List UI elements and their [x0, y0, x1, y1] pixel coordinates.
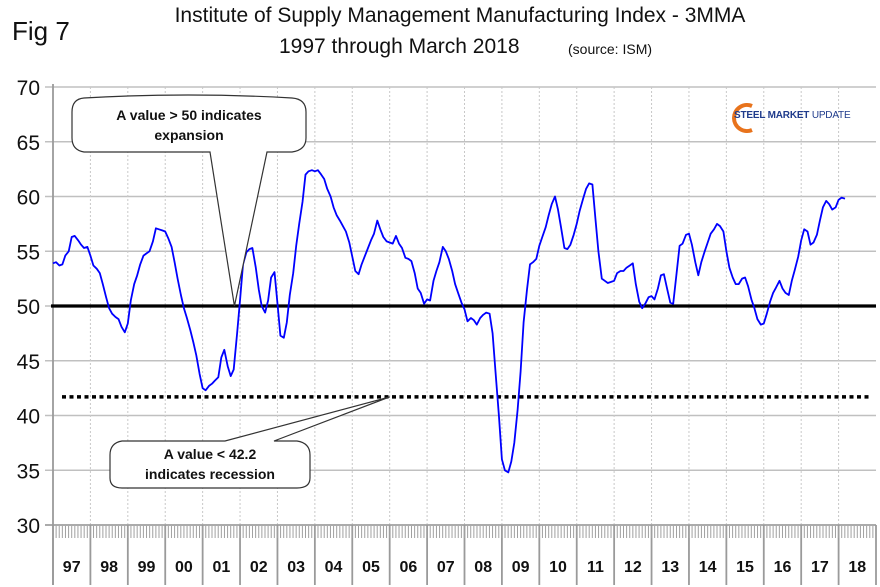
x-tick-label: 02 — [250, 559, 268, 576]
x-tick-label: 99 — [138, 559, 156, 576]
x-tick-label: 00 — [175, 559, 193, 576]
x-tick-label: 11 — [587, 559, 604, 576]
x-tick-label: 04 — [325, 559, 343, 576]
chart-subtitle: 1997 through March 2018 — [279, 35, 520, 58]
figure-label: Fig 7 — [12, 16, 70, 46]
x-tick-label: 13 — [661, 559, 679, 576]
x-tick-label: 10 — [549, 559, 567, 576]
x-tick-label: 01 — [212, 559, 230, 576]
reference-lines — [51, 304, 876, 399]
y-tick-label: 65 — [17, 132, 40, 155]
y-tick-label: 50 — [17, 296, 40, 319]
chart-source: (source: ISM) — [568, 41, 653, 57]
y-tick-label: 60 — [17, 187, 40, 210]
x-tick-label: 18 — [848, 559, 866, 576]
x-tick-label: 97 — [63, 559, 81, 576]
steel-market-update-logo: STEEL MARKET UPDATE — [722, 103, 872, 133]
series-line — [52, 169, 846, 474]
x-tick-label: 09 — [512, 559, 530, 576]
x-tick-label: 98 — [100, 559, 118, 576]
x-tick-label: 16 — [774, 559, 792, 576]
logo-word-update: UPDATE — [811, 110, 851, 121]
recession-callout-line1: A value < 42.2 — [164, 446, 257, 462]
expansion-callout-line2: expansion — [154, 127, 223, 143]
x-tick-label: 12 — [624, 559, 642, 576]
y-tick-label: 45 — [17, 351, 40, 374]
logo-text: STEEL MARKET UPDATE — [734, 110, 851, 121]
logo-word-steel: STEEL — [734, 110, 766, 121]
x-tick-label: 17 — [811, 559, 829, 576]
expansion-callout-line1: A value > 50 indicates — [116, 107, 262, 123]
x-tick-label: 05 — [362, 559, 380, 576]
x-tick-label: 14 — [699, 559, 717, 576]
y-axis: 30 35 40 45 50 55 60 65 70 — [17, 77, 54, 585]
logo-arc-icon — [732, 103, 753, 133]
x-tick-label: 07 — [437, 559, 455, 576]
series-group — [52, 169, 846, 474]
x-tick-label: 15 — [736, 559, 754, 576]
y-tick-label: 40 — [17, 406, 40, 429]
y-tick-label: 35 — [17, 460, 40, 483]
y-tick-label: 70 — [17, 77, 40, 100]
recession-callout-shape — [109, 396, 390, 489]
x-tick-label: 06 — [399, 559, 417, 576]
chart-title: Institute of Supply Management Manufactu… — [174, 4, 746, 27]
recession-callout-line2: indicates recession — [145, 466, 275, 482]
x-tick-label: 03 — [287, 559, 305, 576]
x-axis: 97 98 99 00 01 02 03 04 05 06 07 08 09 10 11 12 13 14 15 16… — [45, 524, 877, 585]
logo-word-market: MARKET — [767, 110, 810, 121]
y-tick-label: 30 — [17, 515, 40, 538]
expansion-callout-shape — [71, 94, 307, 307]
y-tick-label: 55 — [17, 241, 40, 264]
x-tick-label: 08 — [474, 559, 492, 576]
callouts: A value > 50 indicates expansion A value… — [71, 94, 390, 489]
